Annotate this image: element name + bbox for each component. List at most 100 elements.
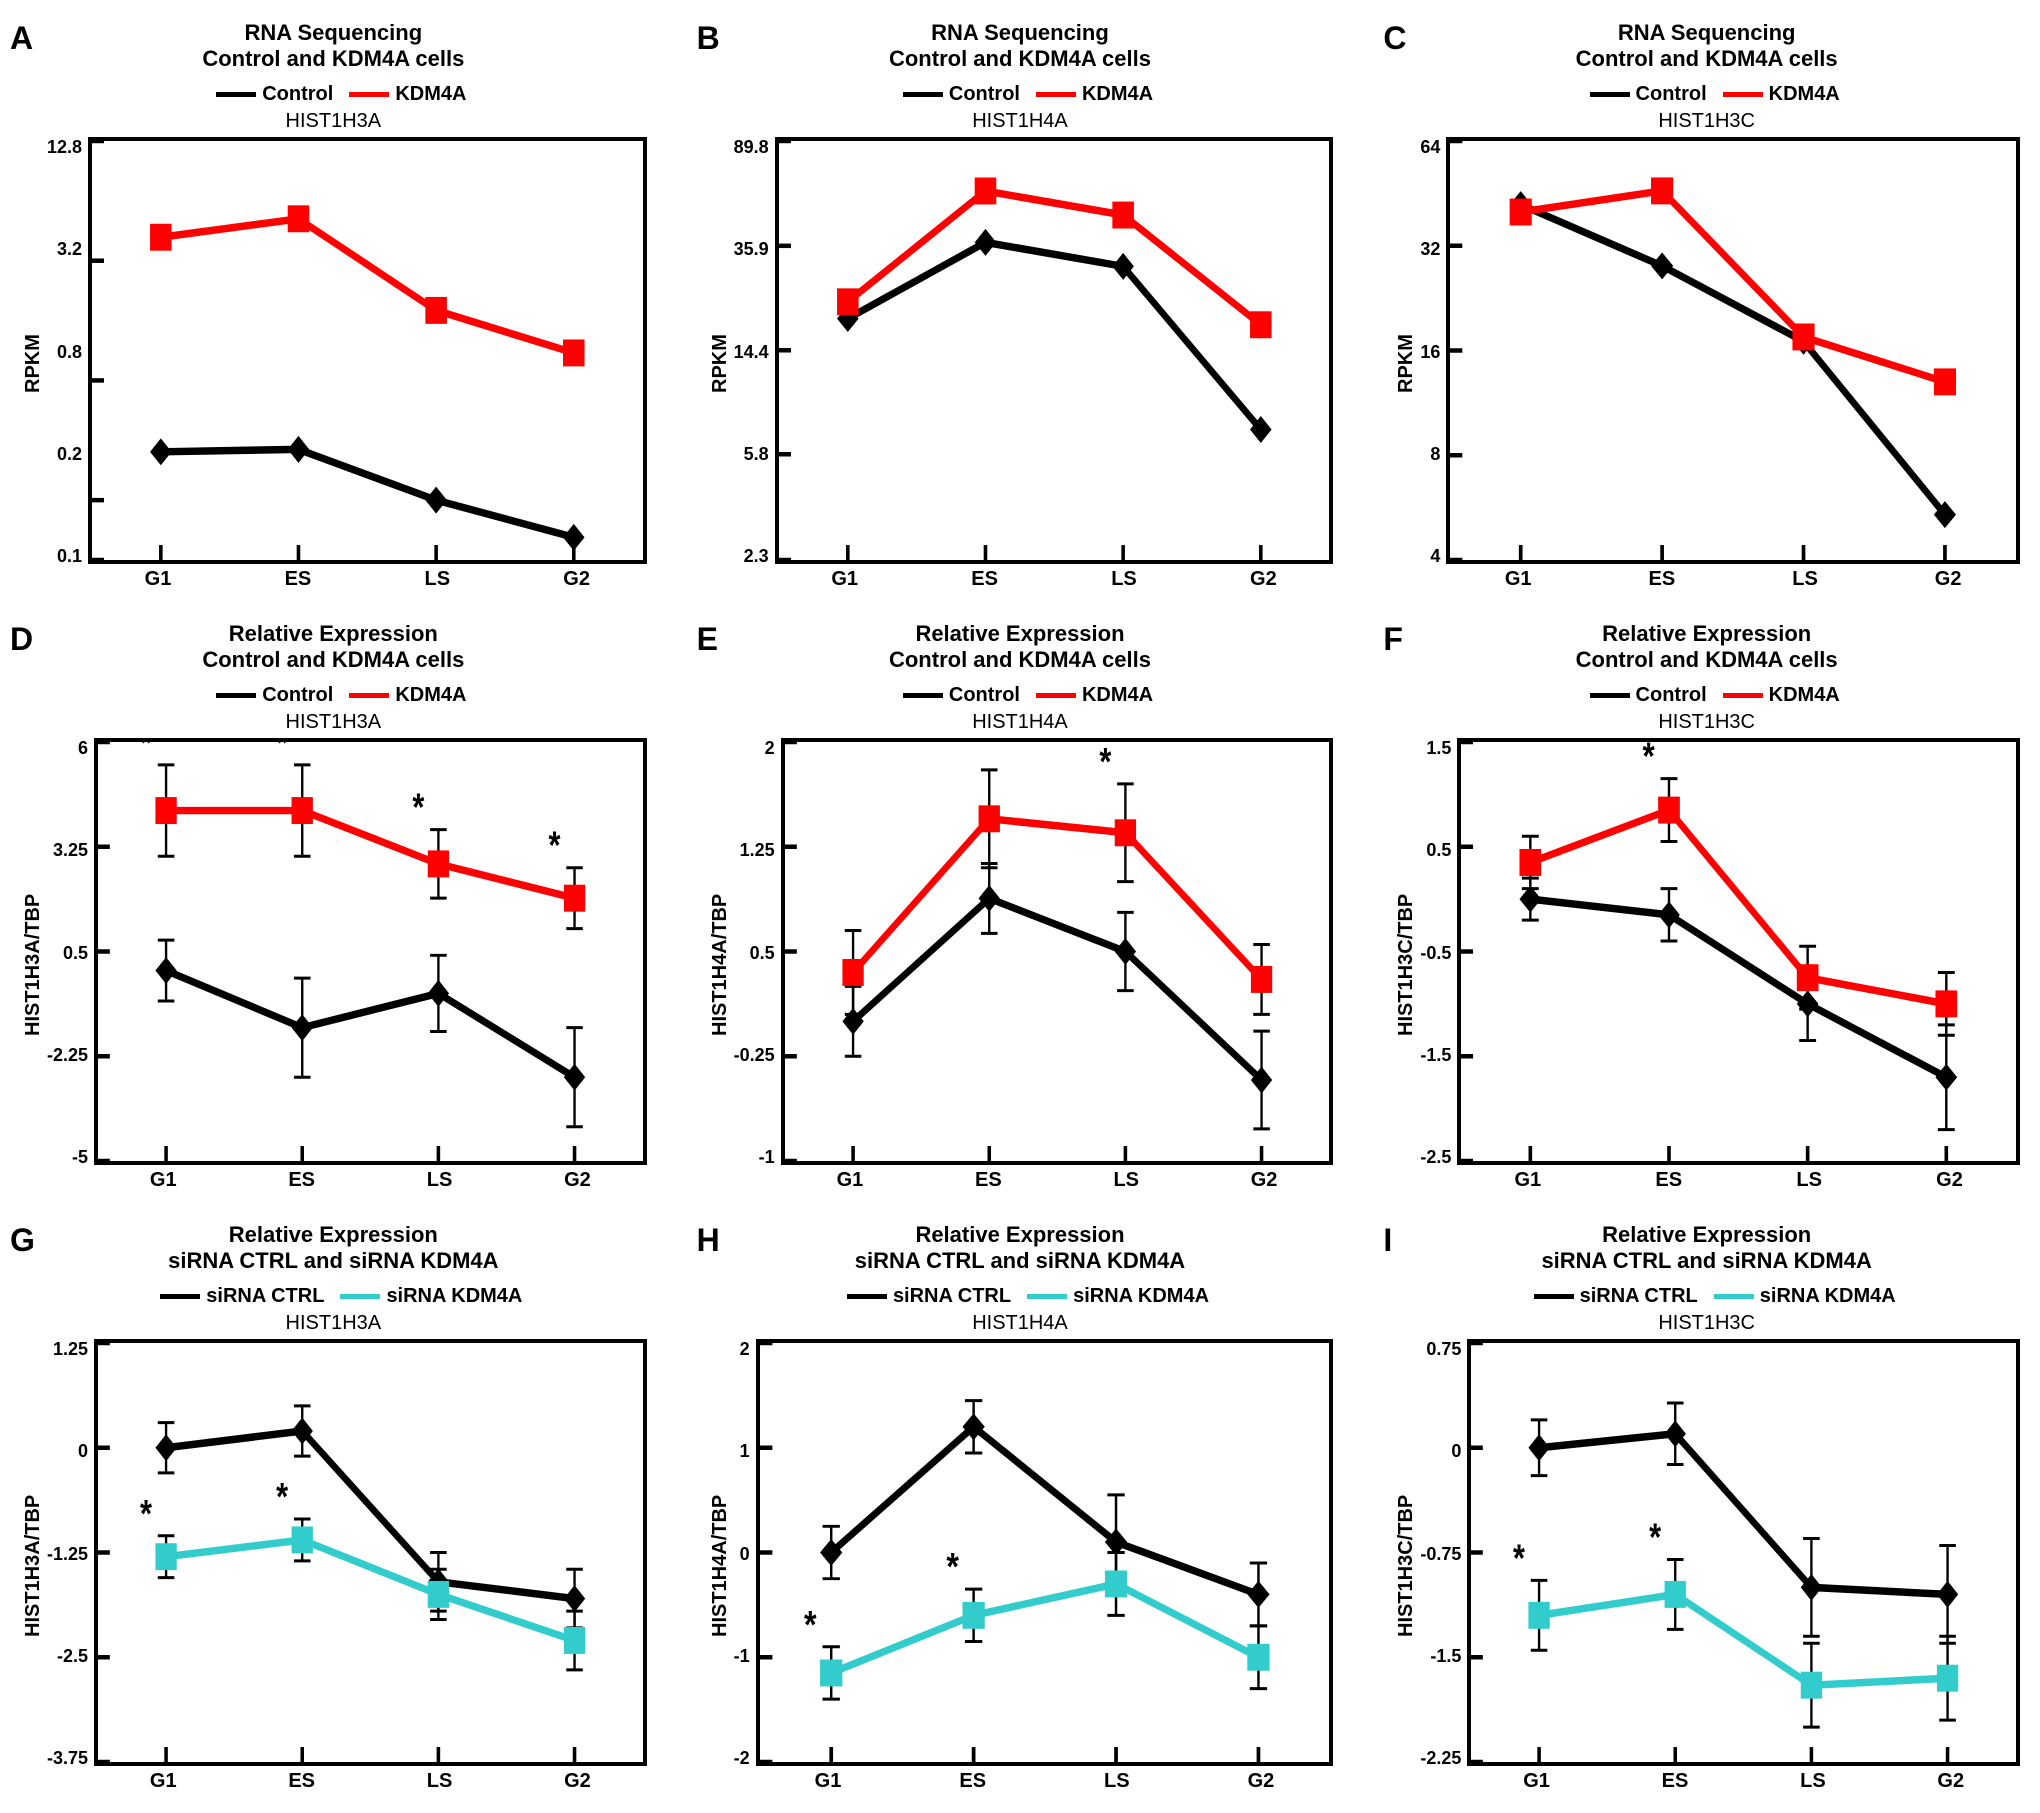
title-line-2: siRNA CTRL and siRNA KDM4A: [707, 1248, 1334, 1274]
y-tick: 0.75: [1420, 1339, 1461, 1360]
x-tick: G1: [150, 1169, 177, 1192]
legend-label: KDM4A: [1082, 83, 1153, 105]
y-tick: 2: [734, 738, 775, 759]
plot-column: **G1ESLSG2: [1467, 1339, 2020, 1793]
plot-column: G1ESLSG2: [88, 137, 647, 591]
marker-square: [1510, 199, 1532, 226]
legend-label: Control: [262, 684, 333, 706]
marker-square: [1934, 368, 1956, 395]
marker-square: [150, 224, 172, 251]
legend-swatch: [1590, 92, 1630, 97]
y-axis-label: HIST1H3A/TBP: [20, 1339, 47, 1793]
plot-svg: *: [781, 738, 1334, 1165]
plot-column: *G1ESLSG2: [781, 738, 1334, 1192]
legend-swatch: [903, 92, 943, 97]
panel-G: GRelative ExpressionsiRNA CTRL and siRNA…: [20, 1222, 647, 1793]
x-tick: G2: [564, 1169, 591, 1192]
series-line: [166, 811, 574, 899]
title-line-1: Relative Expression: [1393, 621, 2020, 647]
y-tick: -2.5: [1420, 1147, 1451, 1168]
marker-square: [1105, 1570, 1127, 1597]
legend-label: Control: [262, 83, 333, 105]
y-tick: -2.5: [47, 1646, 88, 1667]
y-tick: -3.75: [47, 1748, 88, 1769]
legend-label: Control: [1636, 684, 1707, 706]
significance-star: *: [549, 824, 561, 867]
title-line-2: Control and KDM4A cells: [1393, 647, 2020, 673]
marker-square: [1936, 990, 1958, 1017]
marker-square: [962, 1602, 984, 1629]
marker-square: [1520, 849, 1542, 876]
marker-square: [1658, 797, 1680, 824]
marker-diamond: [1529, 1434, 1550, 1461]
x-tick: G1: [815, 1770, 842, 1793]
plot-column: ****G1ESLSG2: [94, 738, 647, 1192]
series-line: [853, 819, 1261, 980]
legend-label: KDM4A: [395, 684, 466, 706]
plot-svg: **: [756, 1339, 1334, 1766]
significance-star: *: [276, 1476, 288, 1519]
x-ticks: G1ESLSG2: [1467, 1766, 2020, 1793]
x-tick: G1: [150, 1770, 177, 1793]
y-axis-label: RPKM: [20, 137, 47, 591]
legend: Control KDM4A: [20, 684, 647, 707]
panel-H: HRelative ExpressionsiRNA CTRL and siRNA…: [707, 1222, 1334, 1793]
x-tick: LS: [1113, 1169, 1139, 1192]
legend-swatch: [1036, 92, 1076, 97]
gene-subtitle: HIST1H3C: [1393, 1312, 2020, 1335]
legend-swatch: [1714, 1294, 1754, 1299]
legend-swatch: [1027, 1294, 1067, 1299]
x-ticks: G1ESLSG2: [1446, 564, 2020, 591]
legend-swatch: [1723, 92, 1763, 97]
x-tick: LS: [1104, 1770, 1130, 1793]
y-tick: 32: [1420, 239, 1440, 260]
x-tick: ES: [975, 1169, 1002, 1192]
title-line-1: RNA Sequencing: [1393, 20, 2020, 46]
legend-label: siRNA CTRL: [206, 1285, 324, 1307]
y-tick: 2.3: [734, 546, 769, 567]
y-tick: 3.2: [47, 239, 82, 260]
marker-diamond: [155, 1434, 176, 1461]
panel-A: ARNA SequencingControl and KDM4A cellsCo…: [20, 20, 647, 591]
panel-letter: I: [1383, 1222, 1392, 1259]
marker-square: [1529, 1602, 1550, 1629]
y-tick: 12.8: [47, 137, 82, 158]
plot-wrap: HIST1H3C/TBP1.50.5-0.5-1.5-2.5*G1ESLSG2: [1393, 738, 2020, 1192]
y-ticks: 210-1-2: [734, 1339, 756, 1793]
x-tick: ES: [959, 1770, 986, 1793]
x-tick: G1: [837, 1169, 864, 1192]
y-tick: -2.25: [1420, 1748, 1461, 1769]
marker-square: [1797, 964, 1819, 991]
y-tick: -1.5: [1420, 1045, 1451, 1066]
plot-svg: [775, 137, 1334, 564]
x-tick: ES: [288, 1770, 315, 1793]
series-line: [1539, 1594, 1947, 1685]
y-tick: 6: [47, 738, 88, 759]
y-tick: -1.5: [1420, 1646, 1461, 1667]
y-tick: -1: [734, 1646, 750, 1667]
x-tick: G2: [1250, 568, 1277, 591]
x-tick: ES: [285, 568, 312, 591]
marker-diamond: [428, 980, 449, 1007]
x-tick: G1: [1514, 1169, 1541, 1192]
x-ticks: G1ESLSG2: [94, 1165, 647, 1192]
title-line-2: Control and KDM4A cells: [707, 647, 1334, 673]
y-ticks: 1.250-1.25-2.5-3.75: [47, 1339, 94, 1793]
y-tick: -0.5: [1420, 943, 1451, 964]
title-line-2: Control and KDM4A cells: [20, 46, 647, 72]
legend-swatch: [1590, 693, 1630, 698]
marker-diamond: [1247, 1581, 1269, 1608]
title-line-1: RNA Sequencing: [707, 20, 1334, 46]
y-tick: -0.25: [734, 1045, 775, 1066]
gene-subtitle: HIST1H3C: [1393, 711, 2020, 734]
y-axis-label: HIST1H4A/TBP: [707, 1339, 734, 1793]
plot-svg: [88, 137, 647, 564]
title-line-2: siRNA CTRL and siRNA KDM4A: [20, 1248, 647, 1274]
panel-title: Relative ExpressionsiRNA CTRL and siRNA …: [20, 1222, 647, 1275]
marker-diamond: [150, 438, 172, 465]
title-line-1: Relative Expression: [707, 621, 1334, 647]
plot-svg: **: [1467, 1339, 2020, 1766]
marker-square: [1247, 1644, 1269, 1671]
y-tick: 0.5: [47, 943, 88, 964]
y-axis-label: RPKM: [707, 137, 734, 591]
